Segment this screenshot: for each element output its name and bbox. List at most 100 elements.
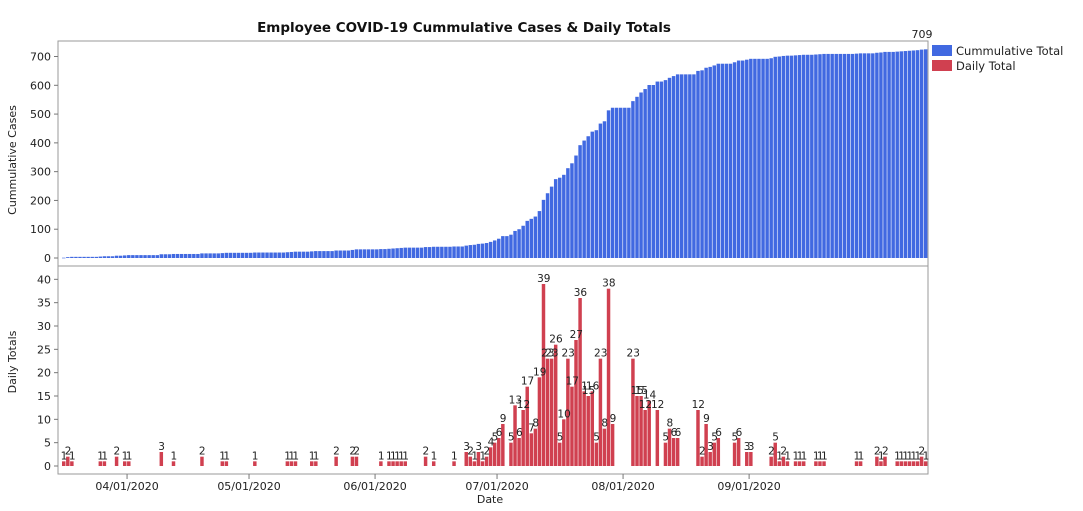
daily-data-label: 1 bbox=[288, 450, 295, 462]
cummulative-bar bbox=[440, 246, 444, 258]
cummulative-bar bbox=[350, 249, 355, 258]
daily-data-label: 1 bbox=[61, 450, 68, 462]
cummulative-bar bbox=[448, 246, 452, 258]
y-axis-daily-tick-label: 40 bbox=[37, 273, 51, 286]
cummulative-bar bbox=[110, 256, 115, 258]
daily-data-label: 5 bbox=[492, 432, 499, 444]
daily-data-label: 5 bbox=[662, 432, 669, 444]
daily-bar bbox=[704, 424, 708, 466]
daily-bar bbox=[517, 438, 521, 466]
daily-data-label: 2 bbox=[199, 446, 206, 458]
x-axis-label: Date bbox=[477, 493, 504, 506]
daily-bar bbox=[102, 461, 107, 466]
cummulative-bar bbox=[647, 85, 651, 258]
cummulative-bar bbox=[375, 249, 379, 258]
cummulative-bar bbox=[208, 253, 212, 258]
daily-data-label: 15 bbox=[635, 385, 648, 397]
cummulative-bar bbox=[147, 255, 151, 258]
daily-data-label: 1 bbox=[122, 450, 129, 462]
daily-bar bbox=[334, 456, 338, 466]
cummulative-bar bbox=[623, 107, 627, 258]
daily-bar bbox=[403, 461, 407, 466]
daily-bar bbox=[822, 461, 826, 466]
cummulative-bar bbox=[663, 80, 668, 259]
cummulative-bar bbox=[785, 55, 790, 259]
daily-bar bbox=[224, 461, 229, 466]
cummulative-bar bbox=[919, 49, 924, 258]
daily-data-label: 2 bbox=[333, 446, 340, 458]
cummulative-bar bbox=[484, 243, 489, 258]
legend: Cummulative Total Daily Total bbox=[932, 43, 1063, 73]
cummulative-bar bbox=[98, 256, 103, 258]
y-axis-daily-tick-label: 25 bbox=[37, 343, 51, 356]
daily-data-label: 2 bbox=[467, 446, 474, 458]
chart-title: Employee COVID-19 Cummulative Cases & Da… bbox=[257, 20, 671, 36]
daily-bar bbox=[558, 442, 562, 466]
cummulative-bar bbox=[757, 58, 761, 258]
cummulative-bar bbox=[66, 257, 70, 258]
daily-bar bbox=[606, 288, 611, 466]
daily-data-label: 9 bbox=[500, 413, 507, 425]
daily-data-label: 2 bbox=[349, 446, 356, 458]
daily-data-label: 23 bbox=[541, 348, 554, 360]
daily-bar bbox=[895, 461, 899, 466]
cummulative-bar bbox=[606, 110, 611, 258]
cummulative-bar bbox=[423, 247, 428, 258]
daily-bar bbox=[387, 461, 391, 466]
cummulative-bar bbox=[810, 54, 814, 258]
cummulative-bar bbox=[598, 123, 603, 258]
daily-bar bbox=[570, 386, 574, 466]
cummulative-bar bbox=[285, 252, 290, 258]
daily-bar bbox=[66, 456, 70, 466]
cummulative-bar bbox=[716, 63, 721, 259]
daily-bar bbox=[602, 428, 607, 466]
daily-data-label: 8 bbox=[666, 418, 673, 430]
cummulative-bar bbox=[842, 53, 847, 258]
cummulative-bar bbox=[163, 254, 168, 258]
cummulative-bar bbox=[444, 246, 448, 258]
cummulative-bar bbox=[862, 53, 867, 258]
cummulative-bar bbox=[338, 250, 342, 258]
y-axis-label-cummulative: Cummulative Cases bbox=[6, 105, 19, 215]
daily-data-label: 23 bbox=[561, 348, 574, 360]
cummulative-bar bbox=[436, 246, 440, 258]
daily-data-label: 6 bbox=[671, 427, 678, 439]
daily-data-label: 4 bbox=[488, 436, 495, 448]
cummulative-bar bbox=[801, 54, 806, 258]
cummulative-bar bbox=[171, 253, 176, 258]
daily-bar bbox=[635, 396, 639, 466]
cummulative-bar bbox=[310, 251, 314, 258]
daily-data-label: 1 bbox=[252, 450, 259, 462]
daily-bar bbox=[114, 456, 119, 466]
daily-bar bbox=[521, 410, 525, 466]
daily-data-label: 13 bbox=[509, 394, 522, 406]
daily-bar bbox=[793, 461, 798, 466]
cummulative-bar bbox=[834, 53, 838, 258]
daily-bar bbox=[314, 461, 318, 466]
cummulative-bar bbox=[688, 74, 692, 258]
cummulative-bar bbox=[159, 254, 164, 258]
cummulative-bar bbox=[684, 74, 688, 258]
cummulative-bar bbox=[476, 243, 481, 258]
cummulative-bar bbox=[793, 55, 798, 258]
y-axis-cummulative-tick-label: 200 bbox=[30, 194, 51, 207]
daily-bar bbox=[529, 433, 534, 466]
y-axis-daily-tick-label: 35 bbox=[37, 297, 51, 310]
y-axis-daily-tick-label: 0 bbox=[44, 460, 51, 473]
daily-bar bbox=[253, 461, 257, 466]
cummulative-bar bbox=[696, 70, 700, 258]
daily-bar bbox=[594, 442, 599, 466]
cummulative-bar bbox=[549, 186, 554, 258]
cummulative-bar bbox=[704, 67, 708, 259]
daily-data-label: 1 bbox=[878, 450, 885, 462]
daily-bar bbox=[480, 461, 485, 466]
daily-bar bbox=[907, 461, 912, 466]
cummulative-bar bbox=[875, 52, 879, 258]
cummulative-bar bbox=[858, 53, 863, 258]
daily-bar bbox=[578, 298, 582, 466]
daily-data-label: 1 bbox=[101, 450, 108, 462]
daily-bar bbox=[545, 358, 550, 466]
daily-bar bbox=[773, 442, 777, 466]
y-axis-daily-tick-label: 20 bbox=[37, 367, 51, 380]
